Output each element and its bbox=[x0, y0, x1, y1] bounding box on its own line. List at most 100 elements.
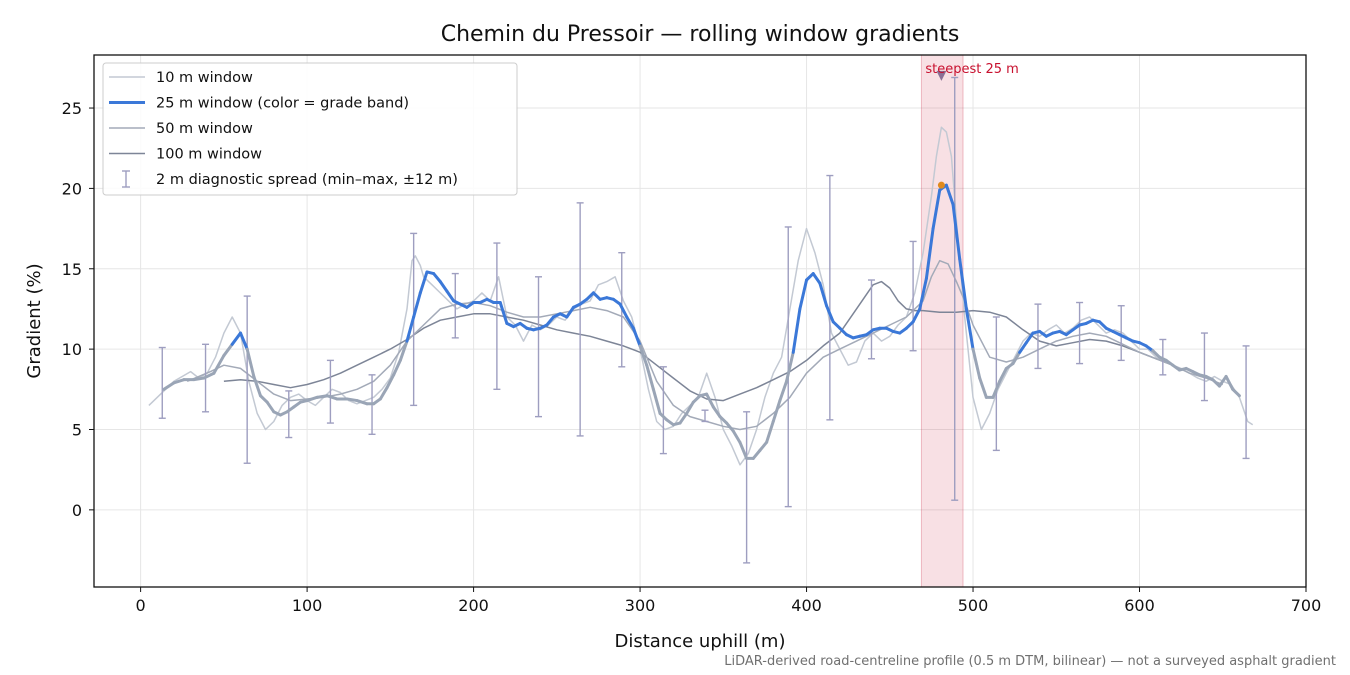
series-25m-segment bbox=[711, 405, 722, 419]
footnote: LiDAR-derived road-centreline profile (0… bbox=[724, 654, 1336, 669]
legend-label: 2 m diagnostic spread (min–max, ±12 m) bbox=[156, 172, 458, 188]
series-25m-segment bbox=[162, 381, 176, 391]
series-25m-segment bbox=[971, 347, 982, 380]
series-25m-segment bbox=[791, 307, 802, 354]
series-25m-segment bbox=[651, 387, 662, 415]
series-25m-segment bbox=[918, 276, 928, 311]
diagnostic-errorbar bbox=[1117, 305, 1125, 362]
series-25m-segment bbox=[964, 307, 975, 351]
series-25m-segment bbox=[738, 440, 749, 460]
plot-area: steepest 25 m 0 100 200 300 400 500 600 700 0 5 10 1… bbox=[62, 54, 1322, 615]
series-25m-segment bbox=[202, 371, 216, 380]
series-25m-segment bbox=[1098, 320, 1108, 330]
series-25m-segment bbox=[239, 331, 249, 351]
series-25m-segment bbox=[805, 272, 815, 282]
series-25m-segment bbox=[725, 421, 735, 433]
legend-label: 25 m window (color = grade band) bbox=[156, 96, 409, 112]
diagnostic-errorbar bbox=[493, 242, 501, 391]
series-25m-segment bbox=[498, 301, 509, 325]
legend-box bbox=[102, 62, 518, 196]
diagnostic-errorbar bbox=[326, 359, 334, 424]
legend-label: 100 m window bbox=[156, 147, 262, 163]
series-25m-segment bbox=[771, 399, 782, 423]
series-25m-segment bbox=[591, 291, 602, 301]
legend-label: 10 m window bbox=[156, 70, 253, 86]
series-25m-segment bbox=[392, 358, 402, 377]
steepest-marker bbox=[936, 70, 947, 81]
series-25m-segment bbox=[924, 227, 935, 280]
series-25m-segment bbox=[192, 376, 206, 382]
series-25m-segment bbox=[958, 257, 968, 311]
series-25m-segment bbox=[904, 320, 915, 330]
diagnostic-errorbar bbox=[243, 295, 251, 464]
series-25m-segment bbox=[252, 374, 262, 398]
series-group: steepest 25 m bbox=[148, 62, 1254, 564]
legend-entry-25m: 25 m window (color = grade band) bbox=[109, 96, 409, 112]
series-25m-segment bbox=[585, 291, 595, 301]
series-25m-segment bbox=[212, 354, 226, 375]
series-25m-segment bbox=[222, 342, 234, 358]
x-tick-label: 200 bbox=[458, 596, 489, 615]
diagnostic-errorbar bbox=[1034, 303, 1042, 370]
chart-title: Chemin du Pressoir — rolling window grad… bbox=[441, 22, 960, 47]
series-25m-segment bbox=[778, 379, 789, 403]
y-tick-label: 25 bbox=[62, 99, 82, 118]
series-25m-segment bbox=[785, 350, 795, 383]
x-tick-label: 300 bbox=[625, 596, 656, 615]
x-axis-label: Distance uphill (m) bbox=[615, 631, 786, 652]
series-25m-segment bbox=[1018, 341, 1028, 354]
diagnostic-errorbar bbox=[285, 390, 293, 439]
series-25m-segment bbox=[1231, 387, 1241, 398]
legend-entry-100m: 100 m window bbox=[109, 147, 262, 163]
series-25m-segment bbox=[944, 183, 955, 206]
series-25m-segment bbox=[1024, 331, 1035, 345]
diagnostic-errorbar bbox=[701, 409, 709, 423]
series-25m-segment bbox=[951, 202, 962, 261]
series-25m-segment bbox=[405, 315, 416, 343]
series-25m-segment bbox=[731, 429, 742, 444]
diagnostic-errorbar bbox=[867, 279, 875, 360]
plot-frame bbox=[93, 54, 1307, 588]
diagnostic-errorbar bbox=[1200, 332, 1208, 402]
steepest-annotation: steepest 25 m bbox=[925, 62, 1018, 77]
diagnostic-errorbar bbox=[535, 276, 543, 418]
y-tick-label: 15 bbox=[62, 260, 82, 279]
x-tick-label: 500 bbox=[958, 596, 989, 615]
series-25m-segment bbox=[378, 386, 389, 401]
series-25m-segment bbox=[631, 326, 642, 348]
y-tick-label: 5 bbox=[72, 420, 82, 439]
series-25m-segment bbox=[315, 394, 329, 399]
series-25m-segment bbox=[1224, 374, 1235, 391]
x-tick-label: 400 bbox=[791, 596, 822, 615]
y-tick-label: 10 bbox=[62, 340, 82, 359]
series-25m-segment bbox=[305, 395, 319, 403]
series-25m-segment bbox=[172, 378, 186, 385]
series-25m-segment bbox=[438, 280, 449, 293]
legend-label: 50 m window bbox=[156, 121, 253, 137]
diagnostic-errorbar bbox=[992, 316, 1000, 452]
y-tick-label: 20 bbox=[62, 179, 82, 198]
x-tick-label: 600 bbox=[1124, 596, 1155, 615]
series-25m-segment bbox=[678, 411, 689, 425]
series-25m-segment bbox=[645, 363, 655, 391]
series-100m-line bbox=[223, 280, 1174, 402]
steepest-window-band bbox=[920, 54, 964, 588]
series-25m-segment bbox=[355, 399, 369, 406]
x-tick-label: 700 bbox=[1291, 596, 1322, 615]
x-tick-label: 0 bbox=[136, 596, 146, 615]
series-25m-segment bbox=[385, 373, 396, 390]
series-25m-segment bbox=[658, 411, 669, 422]
legend-entry-10m: 10 m window bbox=[109, 70, 253, 86]
series-25m-segment bbox=[931, 188, 942, 231]
series-25m-segment bbox=[265, 400, 276, 414]
series-25m-segment bbox=[705, 392, 715, 409]
series-25m-segment bbox=[1011, 350, 1022, 366]
series-25m-segment bbox=[1217, 374, 1228, 388]
series-25m-segment bbox=[412, 291, 422, 319]
series-25m-segment bbox=[1151, 349, 1161, 359]
series-25m-segment bbox=[1211, 378, 1221, 388]
diagnostic-errorbar bbox=[1076, 301, 1084, 365]
diagnostic-errorbar bbox=[659, 366, 667, 455]
series-25m-segment bbox=[811, 272, 822, 285]
